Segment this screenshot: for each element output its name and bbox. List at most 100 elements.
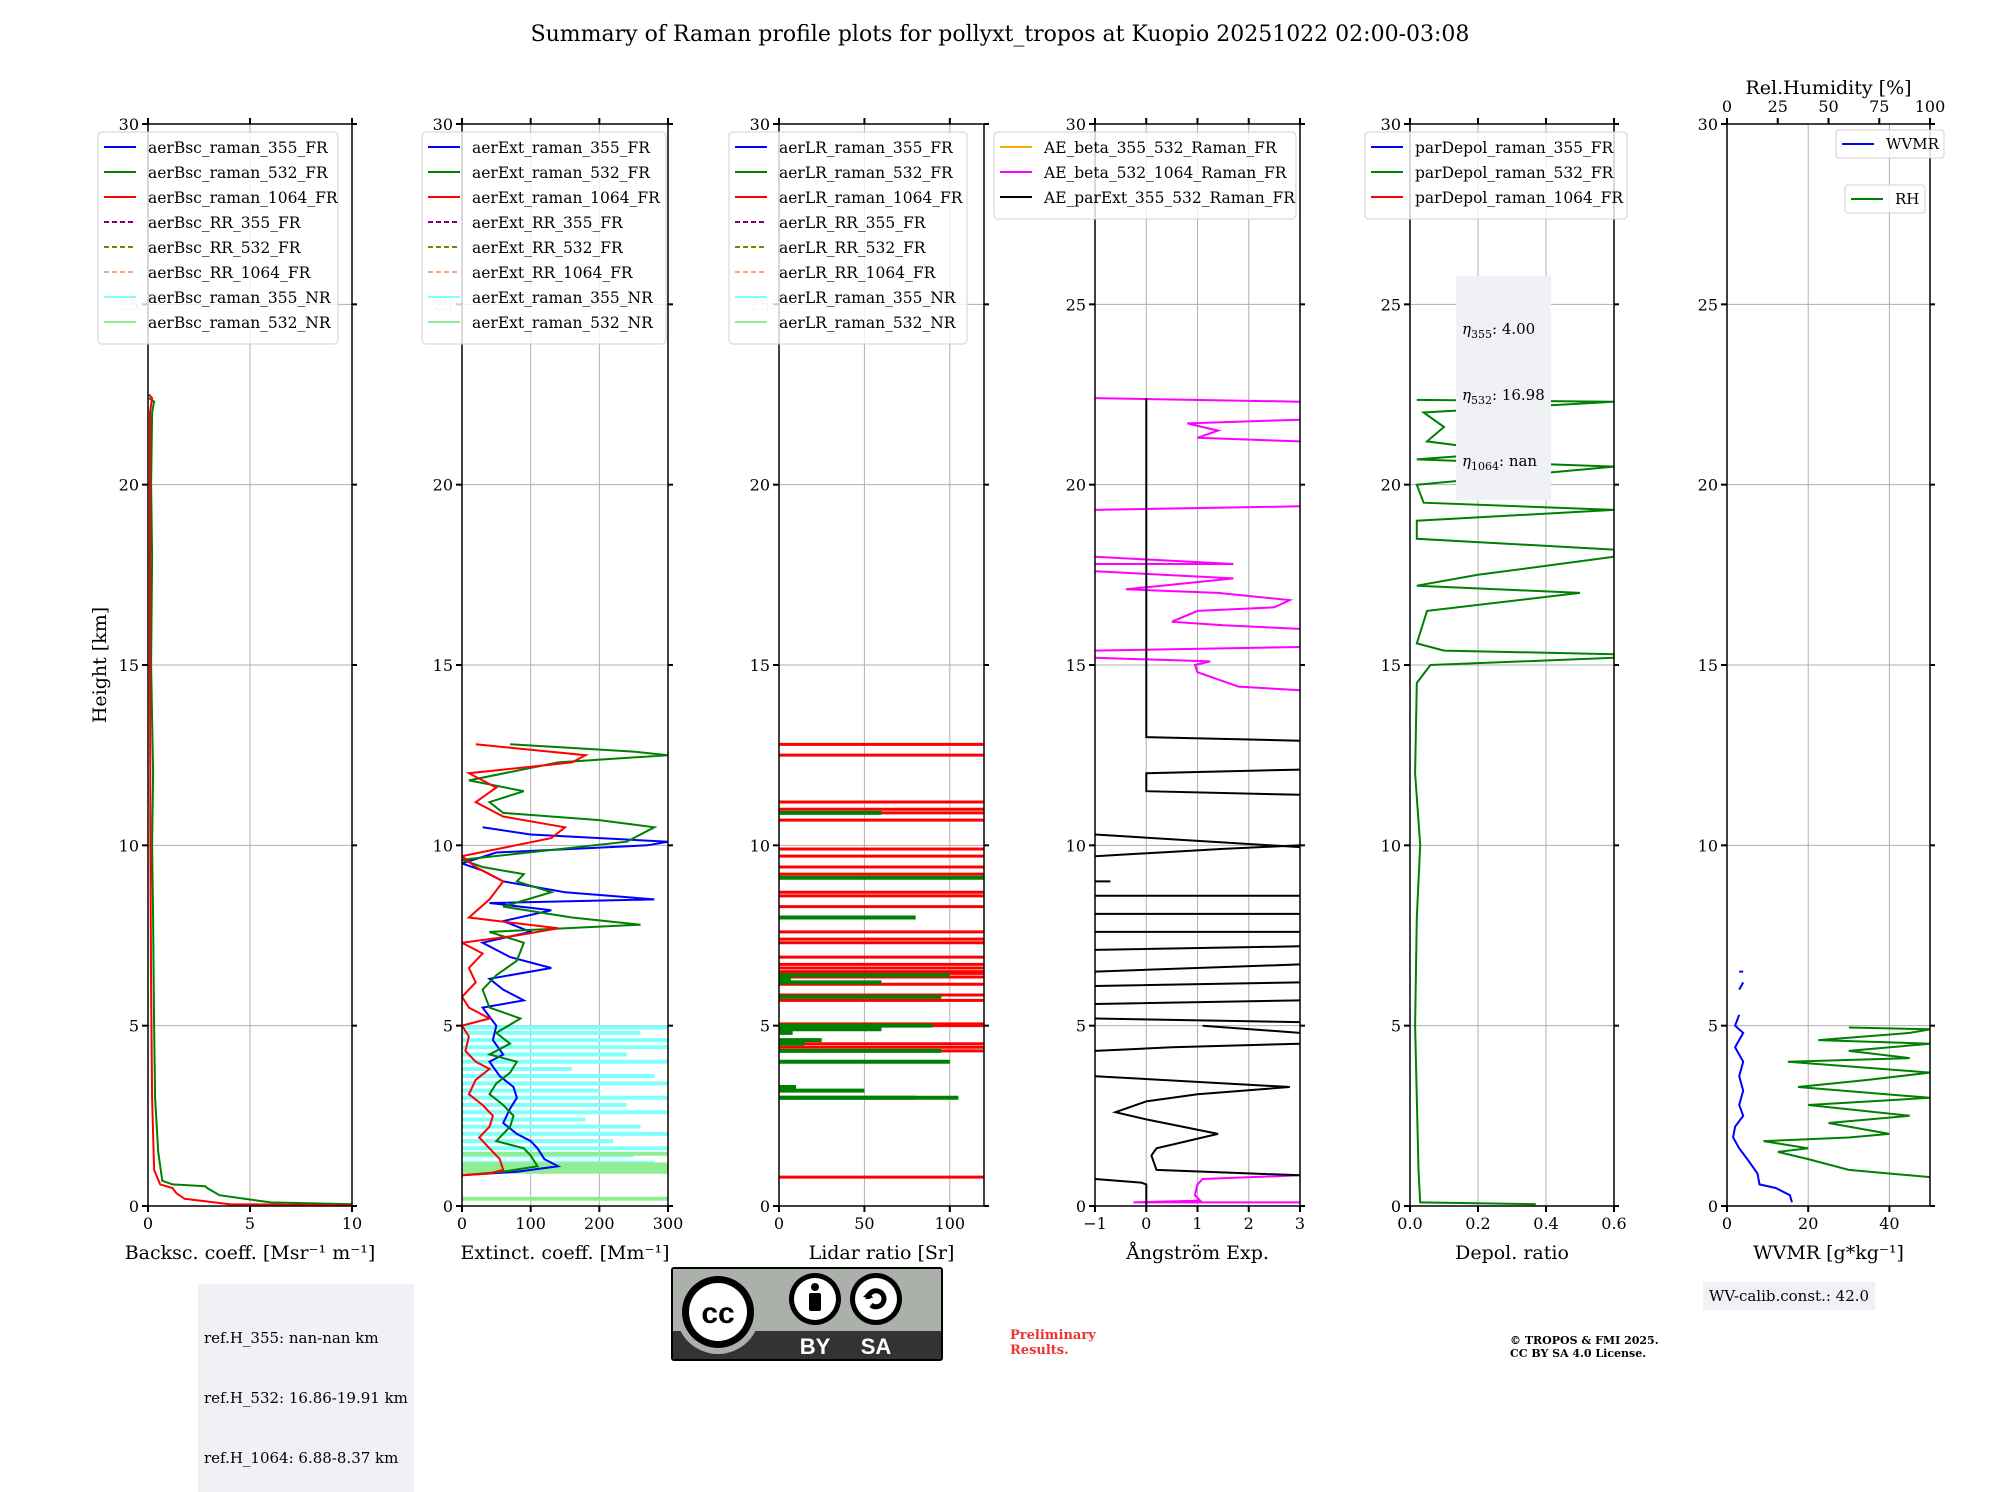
x-tick-label: 0 — [143, 1214, 153, 1233]
eta-355: η355: 4.00 — [1462, 320, 1536, 341]
profile-figure: 0510051015202530Backsc. coeff. [Msr⁻¹ m⁻… — [89, 77, 1946, 1264]
preliminary-notice: Preliminary Results. — [1010, 1328, 1096, 1358]
series-aerBsc_raman_532_FR — [148, 397, 352, 1206]
legend-label: aerLR_RR_1064_FR — [779, 264, 937, 282]
y-tick-label: 5 — [1391, 1017, 1401, 1036]
series-RH — [1763, 1026, 1930, 1179]
x-tick-label: 0.6 — [1601, 1214, 1626, 1233]
y-tick-label: 10 — [1381, 836, 1401, 855]
legend-label: aerLR_raman_532_NR — [779, 314, 957, 332]
legend-label: aerLR_RR_532_FR — [779, 239, 927, 257]
x-tick-label: 0.0 — [1397, 1214, 1422, 1233]
y-tick-label: 0 — [760, 1197, 770, 1216]
y-tick-label: 5 — [129, 1017, 139, 1036]
legend-box — [97, 131, 339, 345]
y-tick-label: 10 — [750, 836, 770, 855]
legend-label: aerExt_raman_532_FR — [472, 164, 651, 182]
legend-label: aerBsc_raman_355_NR — [148, 289, 332, 307]
y-tick-label: 20 — [1698, 476, 1718, 495]
eta-calibration-box: η355: 4.00 η532: 16.98 η1064: nan — [1456, 276, 1551, 500]
legend-label: AE_parExt_355_532_Raman_FR — [1043, 189, 1296, 207]
legend-label: aerLR_raman_355_FR — [779, 139, 954, 157]
series-aerBsc_raman_1064_FR — [148, 393, 352, 1206]
ref-height-1064: ref.H_1064: 6.88-8.37 km — [204, 1449, 399, 1467]
y-tick-label: 15 — [750, 656, 770, 675]
ref-height-355: ref.H_355: nan-nan km — [204, 1329, 379, 1347]
y-tick-label: 20 — [119, 476, 139, 495]
legend: parDepol_raman_355_FR parDepol_raman_532_… — [1364, 131, 1628, 220]
person-icon — [809, 1293, 821, 1311]
y-tick-label: 5 — [760, 1017, 770, 1036]
x2-tick-label: 0 — [1722, 97, 1732, 116]
x2-axis-label: Rel.Humidity [%] — [1745, 77, 1911, 99]
legend-label: aerBsc_RR_532_FR — [148, 239, 302, 257]
y-tick-label: 5 — [1076, 1017, 1086, 1036]
panel-backscatter: 0510051015202530Backsc. coeff. [Msr⁻¹ m⁻… — [97, 115, 375, 1264]
x-axis-label: Extinct. coeff. [Mm⁻¹] — [460, 1242, 669, 1264]
legend-box — [421, 131, 667, 345]
x-tick-label: 300 — [653, 1214, 684, 1233]
reference-heights-box: ref.H_355: nan-nan km ref.H_532: 16.86-1… — [198, 1284, 414, 1492]
legend-label: parDepol_raman_532_FR — [1415, 164, 1615, 182]
series-WVMR — [1732, 970, 1793, 1203]
x2-tick-label: 25 — [1768, 97, 1788, 116]
legend-box — [728, 131, 968, 345]
y-tick-label: 0 — [129, 1197, 139, 1216]
series-group — [148, 393, 352, 1206]
legend-box — [1844, 184, 1926, 214]
legend-label: aerExt_raman_1064_FR — [472, 189, 661, 207]
y-tick-label: 0 — [443, 1197, 453, 1216]
copyright-notice: © TROPOS & FMI 2025. CC BY SA 4.0 Licens… — [1510, 1334, 1659, 1360]
x2-tick-label: 75 — [1869, 97, 1889, 116]
x-tick-label: 100 — [515, 1214, 546, 1233]
y-axis-label: Height [km] — [89, 607, 111, 723]
x-axis-label: Lidar ratio [Sr] — [809, 1242, 955, 1264]
x-tick-label: 0 — [1722, 1214, 1732, 1233]
ref-height-532: ref.H_532: 16.86-19.91 km — [204, 1389, 408, 1407]
y-tick-label: 25 — [1698, 295, 1718, 314]
y-tick-label: 5 — [443, 1017, 453, 1036]
x-tick-label: 40 — [1879, 1214, 1899, 1233]
y-tick-label: 30 — [119, 115, 139, 134]
y-tick-label: 30 — [1381, 115, 1401, 134]
x2-tick-label: 100 — [1915, 97, 1946, 116]
y-tick-label: 20 — [1381, 476, 1401, 495]
sa-label: SA — [861, 1334, 892, 1359]
legend-rh: RH — [1844, 184, 1926, 214]
series-aerExt_raman_1064_FR — [462, 743, 590, 1177]
y-tick-label: 5 — [1708, 1017, 1718, 1036]
series-AE_parExt_355_532_Raman_FR — [1095, 398, 1300, 1206]
y-tick-label: 20 — [750, 476, 770, 495]
y-tick-label: 30 — [1698, 115, 1718, 134]
legend-label: parDepol_raman_355_FR — [1415, 139, 1615, 157]
x-tick-label: 0.4 — [1533, 1214, 1558, 1233]
x-tick-label: 50 — [854, 1214, 874, 1233]
x-axis-label: WVMR [g*kg⁻¹] — [1753, 1242, 1904, 1264]
y-tick-label: 10 — [1066, 836, 1086, 855]
legend-label: aerBsc_raman_532_NR — [148, 314, 332, 332]
y-tick-label: 20 — [1066, 476, 1086, 495]
series-group — [779, 742, 984, 1179]
x-axis-label: Ångström Exp. — [1125, 1242, 1269, 1264]
legend-label: aerLR_raman_1064_FR — [779, 189, 964, 207]
legend-label: aerExt_RR_1064_FR — [472, 264, 634, 282]
panel-extinction: 0100200300051015202530Extinct. coeff. [M… — [421, 115, 684, 1264]
x-tick-label: 0 — [774, 1214, 784, 1233]
series-aerExt_raman_532_FR — [462, 743, 668, 1177]
x2-tick-label: 50 — [1818, 97, 1838, 116]
legend-label: aerBsc_raman_532_FR — [148, 164, 329, 182]
legend-box — [1835, 129, 1945, 159]
series-AE_beta_532_1064_Raman_FR — [1095, 397, 1300, 1204]
legend-label: aerExt_raman_355_NR — [472, 289, 654, 307]
legend-label: aerBsc_RR_1064_FR — [148, 264, 312, 282]
series-group — [1414, 398, 1614, 1206]
legend: aerLR_raman_355_FR aerLR_raman_532_FR aerL… — [728, 131, 968, 345]
y-tick-label: 10 — [1698, 836, 1718, 855]
series-group — [1732, 970, 1930, 1203]
cc-by-sa-icon: cc BY SA — [671, 1267, 943, 1361]
legend-label: aerLR_RR_355_FR — [779, 214, 927, 232]
cc-text: cc — [701, 1297, 734, 1330]
x-tick-label: 20 — [1798, 1214, 1818, 1233]
